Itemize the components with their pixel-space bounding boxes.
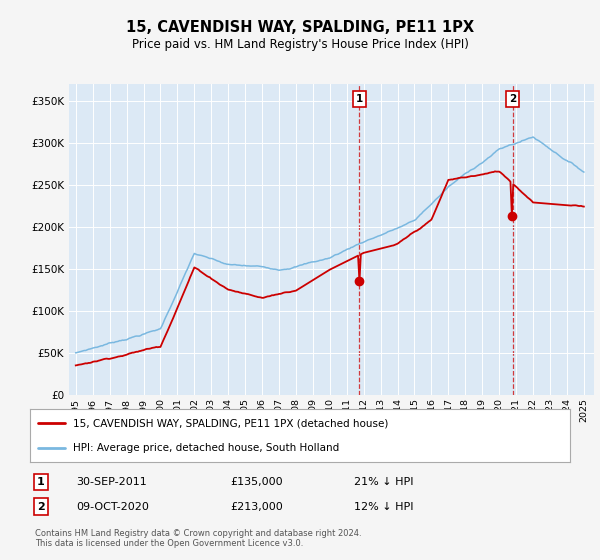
Text: 2: 2 [509,94,516,104]
Text: Price paid vs. HM Land Registry's House Price Index (HPI): Price paid vs. HM Land Registry's House … [131,38,469,50]
Text: HPI: Average price, detached house, South Holland: HPI: Average price, detached house, Sout… [73,442,340,452]
Text: 2: 2 [37,502,44,512]
Text: 15, CAVENDISH WAY, SPALDING, PE11 1PX: 15, CAVENDISH WAY, SPALDING, PE11 1PX [126,20,474,35]
Text: 09-OCT-2020: 09-OCT-2020 [76,502,149,512]
Text: 12% ↓ HPI: 12% ↓ HPI [354,502,413,512]
Text: 15, CAVENDISH WAY, SPALDING, PE11 1PX (detached house): 15, CAVENDISH WAY, SPALDING, PE11 1PX (d… [73,418,389,428]
Text: 30-SEP-2011: 30-SEP-2011 [76,477,146,487]
Text: 1: 1 [356,94,363,104]
Text: £135,000: £135,000 [230,477,283,487]
Text: 21% ↓ HPI: 21% ↓ HPI [354,477,413,487]
Text: £213,000: £213,000 [230,502,283,512]
Text: 1: 1 [37,477,44,487]
Text: Contains HM Land Registry data © Crown copyright and database right 2024.
This d: Contains HM Land Registry data © Crown c… [35,529,362,548]
